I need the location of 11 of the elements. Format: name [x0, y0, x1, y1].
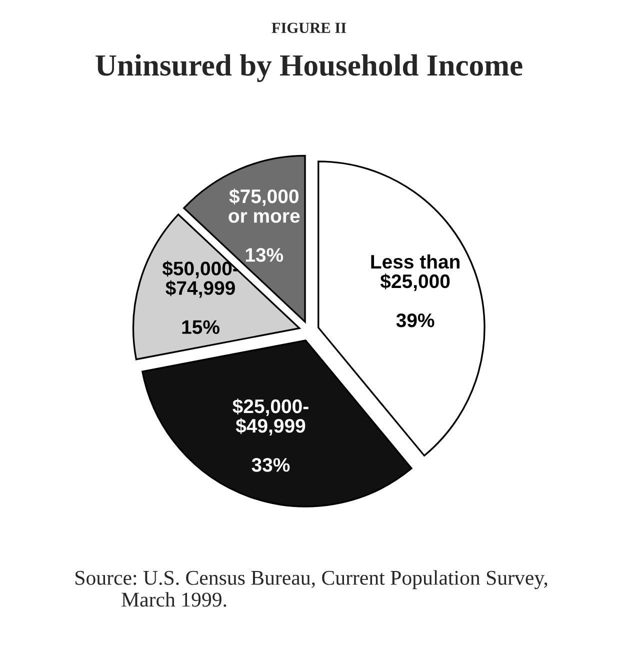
chart-title: Uninsured by Household Income: [96, 54, 522, 82]
data-label: 15%: [182, 320, 220, 334]
source-note: Source: U.S. Census Bureau, Current Population Survey, March 1999.: [76, 570, 548, 607]
data-label: 33%: [252, 458, 290, 472]
data-label: 39%: [396, 313, 434, 328]
slice-label: $25,000- $49,999: [232, 398, 308, 436]
data-label: 13%: [246, 248, 284, 262]
slice-label: Less than $25,000: [371, 254, 460, 291]
chart-subtitle: FIGURE II: [272, 22, 346, 34]
slice-label: $75,000 or more: [228, 188, 300, 223]
slice-label: $50,000- $74,999: [162, 260, 238, 298]
